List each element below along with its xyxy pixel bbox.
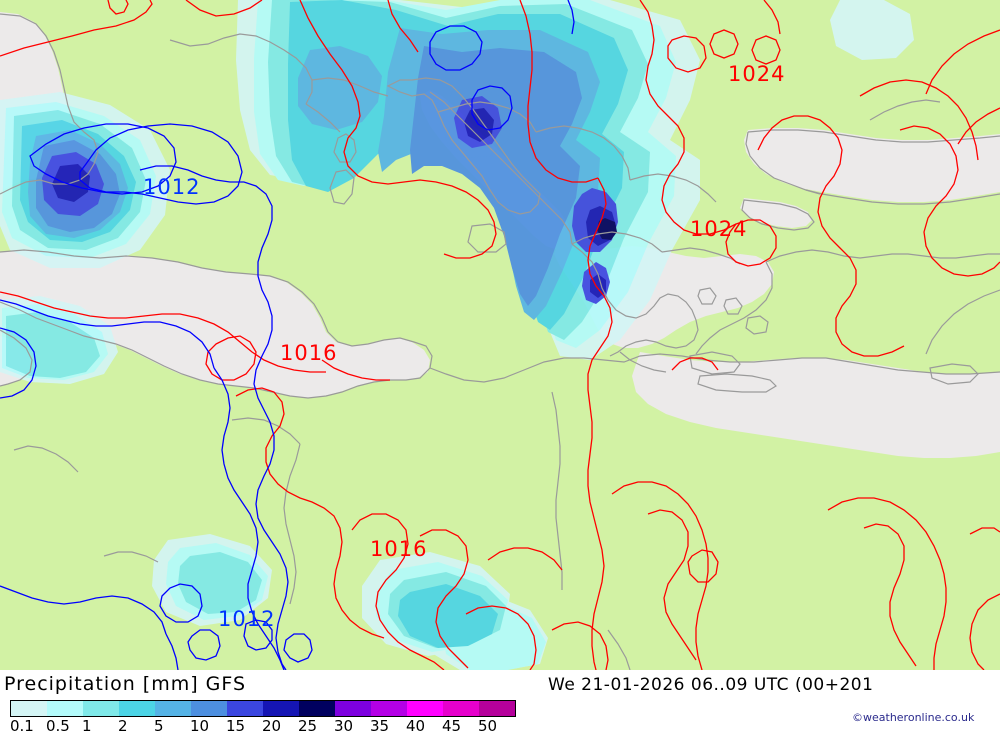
valid-datetime: We 21-01-2026 06..09 UTC (00+201 bbox=[548, 675, 874, 695]
colorbar-tick-30: 30 bbox=[334, 717, 354, 735]
colorbar-tick-labels: 0.1 0.5 1 2 5 10 15 20 25 30 35 40 45 50 bbox=[0, 717, 540, 735]
colorbar-tick-10: 10 bbox=[190, 717, 210, 735]
colorbar-tick-45: 45 bbox=[442, 717, 462, 735]
colorbar-swatches bbox=[10, 700, 516, 717]
colorbar-tick-50: 50 bbox=[478, 717, 498, 735]
isobar-labels: 1012 1024 1024 1016 1016 1012 bbox=[143, 62, 785, 631]
colorbar-tick-20: 20 bbox=[262, 717, 282, 735]
colorbar-tick-5: 5 bbox=[154, 717, 164, 735]
colorbar-swatch-0.5 bbox=[47, 701, 83, 716]
colorbar-swatch-25 bbox=[299, 701, 335, 716]
coastlines bbox=[0, 13, 1000, 670]
isobar-label-1016-algeria: 1016 bbox=[280, 341, 337, 365]
colorbar-tick-1: 1 bbox=[82, 717, 92, 735]
colorbar-tick-0.1: 0.1 bbox=[10, 717, 34, 735]
weather-map[interactable]: 1012 1024 1024 1016 1016 1012 bbox=[0, 0, 1000, 670]
isobar-label-1024-blacksea: 1024 bbox=[728, 62, 785, 86]
sea-black bbox=[744, 128, 1000, 202]
legend-title: Precipitation [mm] GFS bbox=[4, 673, 247, 695]
colorbar-swatch-10 bbox=[191, 701, 227, 716]
colorbar-swatch-50 bbox=[479, 701, 515, 716]
isobar-label-1012-iberia: 1012 bbox=[143, 175, 200, 199]
precipitation-colorbar: 0.1 0.5 1 2 5 10 15 20 25 30 35 40 45 50 bbox=[0, 700, 540, 735]
isobar-label-1016-sahara: 1016 bbox=[370, 537, 427, 561]
colorbar-swatch-1 bbox=[83, 701, 119, 716]
colorbar-tick-15: 15 bbox=[226, 717, 246, 735]
copyright-notice: ©weatheronline.co.uk bbox=[852, 711, 975, 724]
colorbar-tick-40: 40 bbox=[406, 717, 426, 735]
isobars-high bbox=[0, 0, 1000, 670]
precip-level-25 bbox=[597, 218, 617, 240]
colorbar-swatch-45 bbox=[443, 701, 479, 716]
isobar-label-1012-south: 1012 bbox=[218, 607, 275, 631]
colorbar-tick-0.5: 0.5 bbox=[46, 717, 70, 735]
colorbar-swatch-2 bbox=[119, 701, 155, 716]
colorbar-swatch-0.1 bbox=[11, 701, 47, 716]
colorbar-swatch-30 bbox=[335, 701, 371, 716]
colorbar-tick-35: 35 bbox=[370, 717, 390, 735]
isobar-label-1024-aegean: 1024 bbox=[690, 217, 747, 241]
colorbar-swatch-5 bbox=[155, 701, 191, 716]
colorbar-tick-25: 25 bbox=[298, 717, 318, 735]
map-footer: Precipitation [mm] GFS We 21-01-2026 06.… bbox=[0, 670, 1000, 735]
isobars-low bbox=[0, 0, 575, 670]
sea-east-mediterranean bbox=[632, 352, 1000, 458]
colorbar-tick-2: 2 bbox=[118, 717, 128, 735]
colorbar-swatch-20 bbox=[263, 701, 299, 716]
colorbar-swatch-40 bbox=[407, 701, 443, 716]
colorbar-swatch-15 bbox=[227, 701, 263, 716]
colorbar-swatch-35 bbox=[371, 701, 407, 716]
